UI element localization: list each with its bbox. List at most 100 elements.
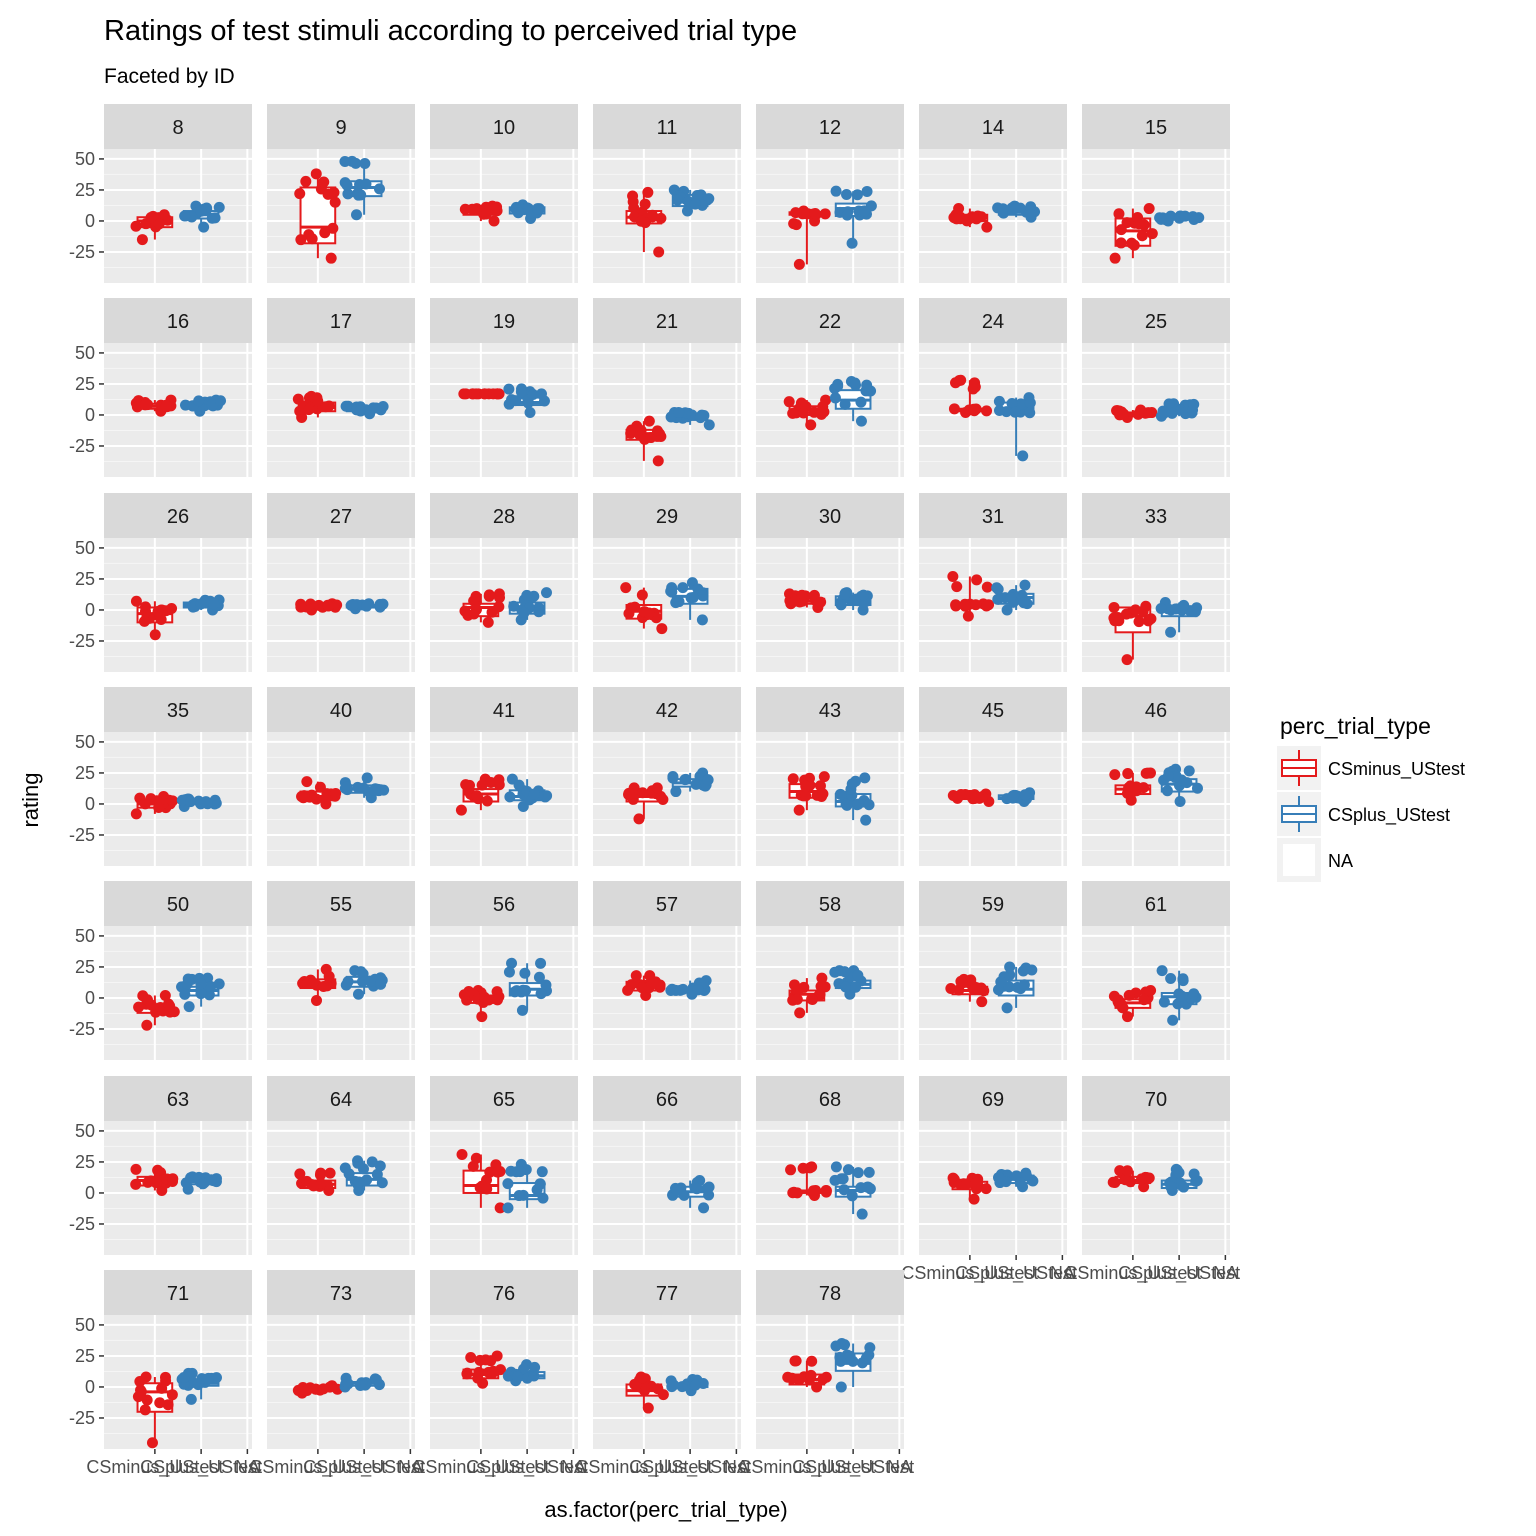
panel-background — [593, 1121, 741, 1255]
facet-strip — [430, 298, 578, 343]
data-point — [1004, 961, 1016, 973]
facet-strip — [593, 881, 741, 926]
data-point — [308, 1180, 320, 1192]
data-point — [205, 1174, 217, 1186]
boxplot-CSplus_UStest — [993, 1167, 1039, 1193]
data-point — [167, 1173, 179, 1185]
data-point — [839, 398, 851, 410]
boxplot-CSminus_UStest — [130, 394, 177, 417]
data-point — [1109, 252, 1121, 264]
data-point — [830, 1340, 842, 1352]
data-point — [192, 1379, 204, 1391]
data-point — [654, 979, 666, 991]
facet-label: 16 — [167, 311, 189, 333]
x-tick-label: NA — [398, 1457, 423, 1477]
data-point — [466, 203, 478, 215]
data-point — [154, 1397, 166, 1409]
data-point — [691, 190, 703, 202]
data-point — [301, 776, 313, 788]
panel-background — [919, 926, 1067, 1060]
data-point — [178, 1371, 190, 1383]
data-point — [1178, 1181, 1190, 1193]
x-tick-label: NA — [724, 1457, 749, 1477]
facet-panel-11: 11 — [593, 104, 741, 283]
data-point — [1120, 608, 1132, 620]
boxplot-CSplus_UStest — [993, 392, 1036, 462]
data-point — [1014, 1176, 1026, 1188]
data-point — [1176, 990, 1188, 1002]
data-point — [838, 1184, 850, 1196]
data-point — [820, 1185, 832, 1197]
facet-panel-35: 35 -25 0 25 50 — [69, 687, 252, 866]
data-point — [835, 1173, 847, 1185]
boxplot-CSplus_UStest — [179, 394, 227, 417]
panel-background — [1082, 1121, 1230, 1255]
boxplot-CSminus_UStest — [785, 1161, 832, 1201]
legend-label: CSplus_UStest — [1328, 805, 1450, 826]
data-point — [150, 1177, 162, 1189]
data-point — [861, 185, 873, 197]
data-point — [360, 178, 372, 190]
facet-strip — [919, 687, 1067, 732]
data-point — [864, 1183, 876, 1195]
panel-background — [593, 149, 741, 283]
data-point — [195, 988, 207, 1000]
facet-panel-10: 10 — [430, 104, 578, 283]
data-point — [965, 974, 977, 986]
boxplot-CSminus_UStest — [459, 200, 503, 227]
y-tick-label: 0 — [85, 794, 95, 814]
facet-label: 17 — [330, 311, 352, 333]
data-point — [805, 1369, 817, 1381]
panel-background — [104, 538, 252, 672]
data-point — [992, 583, 1004, 595]
boxplot-CSminus_UStest — [130, 1163, 179, 1196]
data-point — [961, 1178, 973, 1190]
data-point — [639, 198, 651, 210]
data-point — [687, 592, 699, 604]
facet-strip — [919, 493, 1067, 538]
data-point — [1188, 988, 1200, 1000]
data-point — [1158, 996, 1170, 1008]
data-point — [130, 1178, 142, 1190]
data-point — [294, 1168, 306, 1180]
facet-panel-59: 59 — [919, 881, 1067, 1060]
legend-title: perc_trial_type — [1280, 713, 1431, 739]
panel-background — [104, 926, 252, 1060]
data-point — [968, 405, 980, 417]
data-point — [357, 1163, 369, 1175]
data-point — [135, 1386, 147, 1398]
data-point — [528, 1370, 540, 1382]
boxplot-CSminus_UStest — [461, 1350, 507, 1389]
panel-background — [267, 732, 415, 866]
boxplot-CSminus_UStest — [625, 415, 667, 467]
data-point — [350, 157, 362, 169]
data-point — [1009, 406, 1021, 418]
data-point — [294, 188, 306, 200]
data-point — [130, 808, 142, 820]
facet-panel-21: 21 — [593, 298, 741, 477]
data-point — [159, 1371, 171, 1383]
data-point — [1020, 962, 1032, 974]
data-point — [310, 1383, 322, 1395]
boxplot-CSplus_UStest — [1155, 398, 1200, 422]
data-point — [859, 205, 871, 217]
data-point — [203, 989, 215, 1001]
panel-background — [756, 538, 904, 672]
data-point — [992, 593, 1004, 605]
panel-background — [430, 343, 578, 477]
data-point — [198, 221, 210, 233]
panel-background — [919, 1121, 1067, 1255]
data-point — [321, 791, 333, 803]
data-point — [136, 234, 148, 246]
data-point — [146, 1437, 158, 1449]
data-point — [481, 795, 493, 807]
data-point — [511, 1371, 523, 1383]
facet-label: 10 — [493, 117, 515, 139]
data-point — [1020, 789, 1032, 801]
data-point — [797, 1162, 809, 1174]
data-point — [162, 1399, 174, 1411]
legend-entry-NA: NA — [1277, 838, 1353, 882]
data-point — [633, 813, 645, 825]
y-tick-label: 25 — [75, 569, 95, 589]
